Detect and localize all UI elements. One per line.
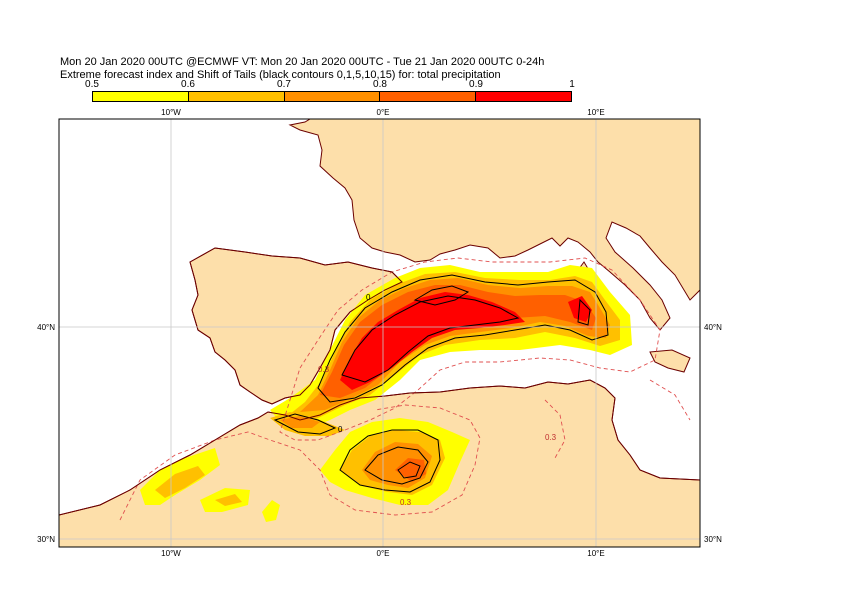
efi-dashed-contours <box>119 257 691 521</box>
colorbar-swatch-3 <box>284 92 381 101</box>
land-europe <box>288 119 700 331</box>
top-label-10w: 10°W <box>161 108 181 117</box>
colorbar-label-5: 1 <box>569 79 575 90</box>
efi-label-03c: 0.3 <box>400 498 412 507</box>
colorbar-swatch-5 <box>476 92 571 101</box>
left-label-30n: 30°N <box>37 535 55 544</box>
top-label-0e: 0°E <box>377 108 390 117</box>
top-label-10e: 10°E <box>587 108 604 117</box>
land-sicily <box>649 349 691 373</box>
bottom-label-10e: 10°E <box>587 549 604 558</box>
left-label-40n: 40°N <box>37 323 55 332</box>
colorbar-swatch-2 <box>188 92 285 101</box>
sot-label-0: 0 <box>366 293 371 302</box>
colorbar <box>92 91 572 102</box>
map-title: Mon 20 Jan 2020 00UTC @ECMWF VT: Mon 20 … <box>60 56 545 68</box>
map-subtitle: Extreme forecast index and Shift of Tail… <box>60 69 501 81</box>
coastlines <box>59 247 700 516</box>
sot-contours <box>273 274 609 493</box>
colorbar-swatch-1 <box>93 92 189 101</box>
right-label-30n: 30°N <box>704 535 722 544</box>
colorbar-label-2: 0.7 <box>277 79 291 90</box>
bottom-label-10w: 10°W <box>161 549 181 558</box>
efi-label-03b: 0.3 <box>545 433 557 442</box>
colorbar-label-0: 0.5 <box>85 79 99 90</box>
bottom-label-0e: 0°E <box>377 549 390 558</box>
colorbar-label-1: 0.6 <box>181 79 195 90</box>
contour-labels: 0 0 0.3 0.3 0.3 <box>318 293 557 507</box>
efi-label-03: 0.3 <box>318 365 330 374</box>
sot-label-0b: 0 <box>338 425 343 434</box>
map-frame <box>58 118 701 548</box>
right-label-40n: 40°N <box>704 323 722 332</box>
colorbar-label-3: 0.8 <box>373 79 387 90</box>
colorbar-swatch-4 <box>380 92 477 101</box>
graticule <box>59 119 700 547</box>
colorbar-label-4: 0.9 <box>469 79 483 90</box>
axis-labels: 10°W 0°E 10°E 10°W 0°E 10°E 40°N 30°N 40… <box>37 108 722 558</box>
